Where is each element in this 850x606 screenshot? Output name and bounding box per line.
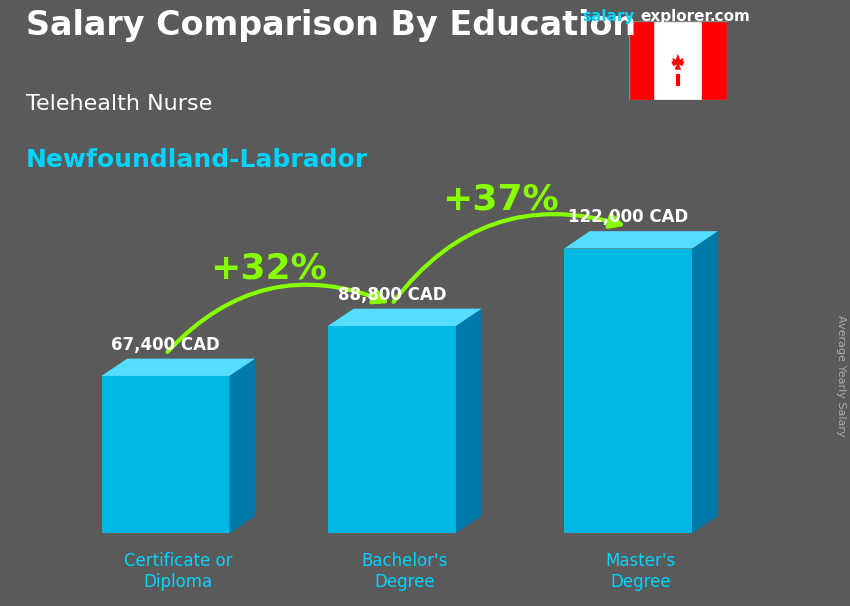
Text: .com: .com (710, 9, 751, 24)
Text: Certificate or
Diploma: Certificate or Diploma (124, 552, 233, 591)
Polygon shape (456, 308, 481, 533)
Text: Telehealth Nurse: Telehealth Nurse (26, 94, 212, 114)
Polygon shape (101, 376, 230, 533)
Text: 67,400 CAD: 67,400 CAD (111, 336, 220, 354)
Text: Bachelor's
Degree: Bachelor's Degree (361, 552, 448, 591)
Bar (702, 21, 727, 100)
Polygon shape (692, 231, 717, 533)
Text: Average Yearly Salary: Average Yearly Salary (836, 315, 846, 436)
Bar (629, 21, 654, 100)
Polygon shape (672, 54, 684, 70)
Text: +37%: +37% (442, 183, 558, 217)
Text: explorer: explorer (640, 9, 712, 24)
Text: 88,800 CAD: 88,800 CAD (337, 286, 446, 304)
Polygon shape (230, 359, 255, 533)
Text: Newfoundland-Labrador: Newfoundland-Labrador (26, 148, 367, 173)
Text: 122,000 CAD: 122,000 CAD (568, 208, 689, 227)
Text: +32%: +32% (211, 251, 327, 285)
Polygon shape (564, 248, 692, 533)
Text: Salary Comparison By Education: Salary Comparison By Education (26, 9, 636, 42)
Polygon shape (328, 308, 481, 326)
Polygon shape (328, 326, 456, 533)
Polygon shape (101, 359, 255, 376)
Text: salary: salary (582, 9, 635, 24)
Polygon shape (564, 231, 717, 248)
Text: Master's
Degree: Master's Degree (606, 552, 676, 591)
